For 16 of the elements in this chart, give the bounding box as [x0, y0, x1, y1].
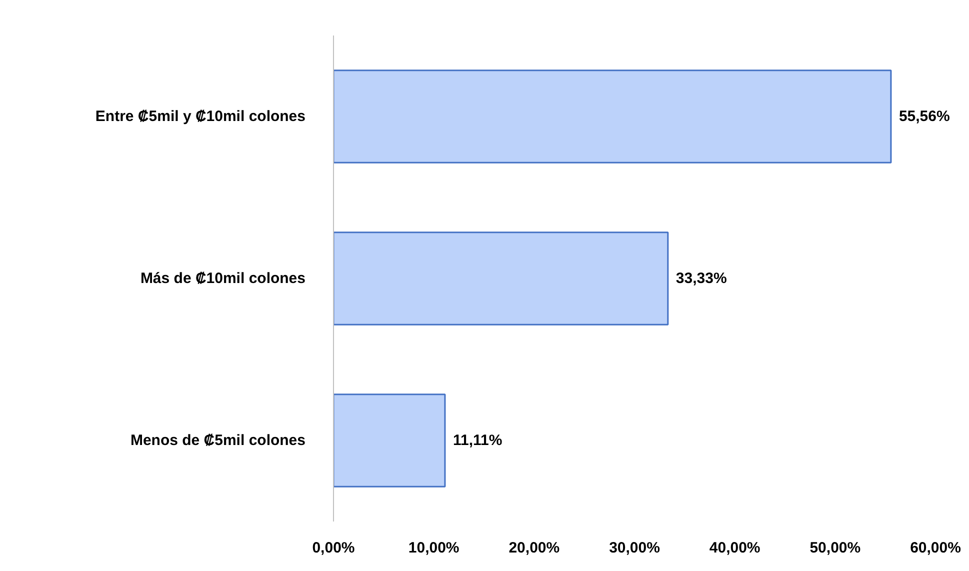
x-tick-label: 30,00%	[609, 540, 660, 556]
data-label: 33,33%	[676, 270, 727, 287]
x-tick-label: 0,00%	[312, 540, 355, 556]
data-label: 55,56%	[898, 108, 950, 125]
x-tick-label: 40,00%	[709, 540, 760, 556]
x-tick-label: 10,00%	[408, 540, 460, 556]
y-tick-label: Menos de ₡5mil colones	[130, 432, 306, 449]
bar	[334, 70, 892, 164]
bar	[334, 232, 669, 326]
x-tick-label: 20,00%	[508, 540, 560, 556]
bar	[334, 394, 446, 488]
y-tick-label: Entre ₡5mil y ₡10mil colones	[95, 108, 306, 125]
x-tick-label: 60,00%	[910, 540, 961, 556]
x-tick-label: 50,00%	[810, 540, 861, 556]
y-tick-label: Más de ₡10mil colones	[140, 270, 306, 287]
data-label: 11,11%	[452, 432, 502, 449]
